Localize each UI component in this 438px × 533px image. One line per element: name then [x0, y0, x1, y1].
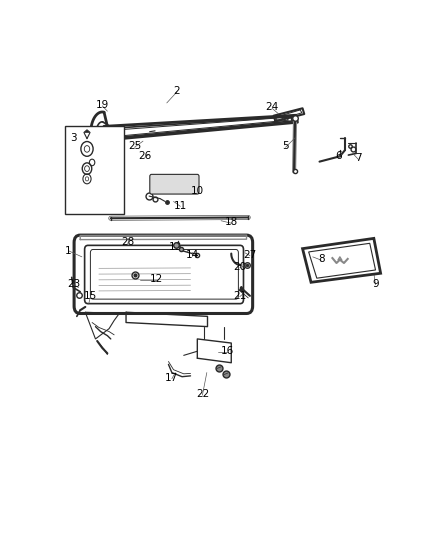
Text: 24: 24 [265, 102, 279, 112]
Text: 10: 10 [191, 186, 204, 196]
Text: 22: 22 [196, 389, 209, 399]
Text: 16: 16 [221, 346, 234, 356]
FancyBboxPatch shape [90, 249, 238, 299]
Text: 3: 3 [70, 133, 77, 143]
Text: 5: 5 [282, 141, 289, 151]
FancyBboxPatch shape [74, 235, 253, 313]
Text: 28: 28 [121, 238, 134, 247]
Text: 12: 12 [150, 274, 163, 285]
Text: 17: 17 [165, 373, 179, 383]
Text: 26: 26 [138, 151, 152, 161]
Text: 11: 11 [174, 200, 187, 211]
Text: 18: 18 [225, 217, 238, 227]
FancyBboxPatch shape [85, 245, 244, 304]
FancyBboxPatch shape [65, 126, 124, 214]
Text: 8: 8 [318, 254, 325, 264]
Text: 1: 1 [65, 246, 72, 256]
Text: 23: 23 [67, 279, 80, 288]
Text: 20: 20 [233, 262, 246, 272]
Text: 27: 27 [243, 250, 257, 260]
Text: 15: 15 [84, 291, 97, 301]
Text: 19: 19 [95, 100, 109, 110]
Text: 6: 6 [335, 151, 342, 161]
FancyBboxPatch shape [150, 174, 199, 194]
Text: 2: 2 [173, 86, 180, 95]
Text: 14: 14 [186, 250, 199, 260]
Text: 25: 25 [128, 141, 141, 151]
Polygon shape [84, 130, 90, 133]
Text: 9: 9 [372, 279, 379, 288]
Text: 13: 13 [169, 241, 182, 252]
Text: 21: 21 [233, 291, 247, 301]
Text: 7: 7 [355, 154, 362, 163]
